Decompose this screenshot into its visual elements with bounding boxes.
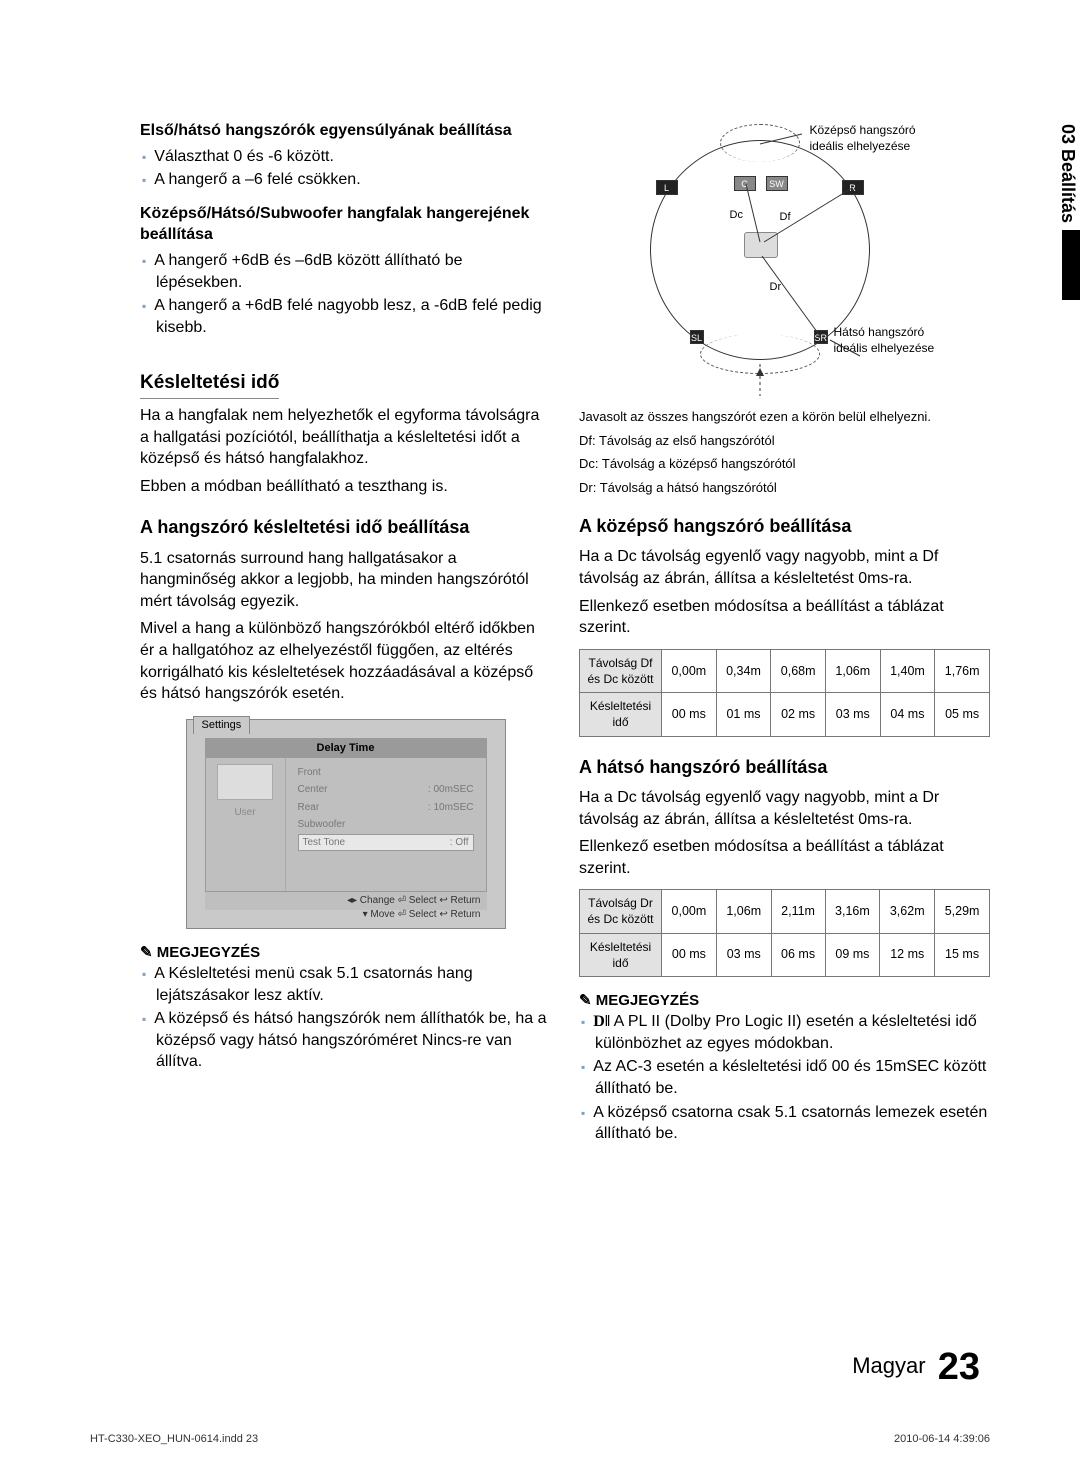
note-heading: MEGJEGYZÉS	[140, 943, 551, 963]
ui-thumbnail	[217, 764, 273, 800]
speaker-diagram: L R C SW SL SR Dc Df Dr Középső hangszór…	[620, 120, 950, 400]
note-heading: MEGJEGYZÉS	[579, 991, 990, 1011]
list-item: A Késleltetési menü csak 5.1 csatornás h…	[156, 963, 551, 1006]
row-head: Távolság Dr és Dc között	[580, 890, 662, 933]
diagram-df-note: Df: Távolság az első hangszórótól	[579, 432, 990, 450]
list-item: A hangerő a +6dB felé nagyobb lesz, a -6…	[156, 295, 551, 338]
para: Ellenkező esetben módosítsa a beállítást…	[579, 596, 990, 639]
ui-panel: Front Center: 00mSEC Rear: 10mSEC Subwoo…	[286, 758, 486, 894]
left-column: Első/hátsó hangszórók egyensúlyának beál…	[140, 120, 551, 1157]
list-front-rear: Választhat 0 és -6 között. A hangerő a –…	[140, 146, 551, 191]
ui-user-label: User	[206, 806, 285, 820]
thumb-index	[1062, 230, 1080, 300]
list-item: Az AC-3 esetén a késleltetési idő 00 és …	[595, 1056, 990, 1099]
right-column: L R C SW SL SR Dc Df Dr Középső hangszór…	[579, 120, 990, 1157]
note-list-1: A Késleltetési menü csak 5.1 csatornás h…	[140, 963, 551, 1073]
heading-csw: Középső/Hátsó/Subwoofer hangfalak hanger…	[140, 203, 551, 246]
diagram-dc-note: Dc: Távolság a középső hangszórótól	[579, 455, 990, 473]
row-head: Késleltetési idő	[580, 693, 662, 736]
list-item: D‖ A PL II (Dolby Pro Logic II) esetén a…	[595, 1011, 990, 1054]
ui-footer-2: ▾ Move ⏎ Select ↩ Return	[205, 906, 487, 924]
para: Ha a Dc távolság egyenlő vagy nagyobb, m…	[579, 546, 990, 589]
print-file: HT-C330-XEO_HUN-0614.indd 23	[90, 1433, 258, 1445]
heading-delay: Késleltetési idő	[140, 370, 279, 399]
heading-rear: A hátsó hangszóró beállítása	[579, 755, 990, 779]
print-timestamp: 2010-06-14 4:39:06	[894, 1433, 990, 1445]
footer-page: 23	[938, 1346, 980, 1388]
para: Mivel a hang a különböző hangszórókból e…	[140, 618, 551, 704]
page: 03 Beállítás Első/hátsó hangszórók egyen…	[0, 0, 1080, 1479]
section-tab: 03 Beállítás	[1055, 120, 1080, 227]
list-item: A középső csatorna csak 5.1 csatornás le…	[595, 1102, 990, 1145]
content-columns: Első/hátsó hangszórók egyensúlyának beál…	[140, 120, 990, 1157]
heading-speaker-delay: A hangszóró késleltetési idő beállítása	[140, 515, 551, 539]
heading-center: A középső hangszóró beállítása	[579, 514, 990, 538]
para: Ha a hangfalak nem helyezhetők el egyfor…	[140, 405, 551, 470]
diagram-main-note: Javasolt az összes hangszórót ezen a kör…	[579, 408, 990, 426]
para: Ebben a módban beállítható a teszthang i…	[140, 476, 551, 498]
diagram-dr-note: Dr: Távolság a hátsó hangszórótól	[579, 479, 990, 497]
center-delay-table: Távolság Df és Dc között 0,00m 0,34m 0,6…	[579, 649, 990, 737]
list-item: Választhat 0 és -6 között.	[156, 146, 551, 168]
rear-delay-table: Távolság Dr és Dc között 0,00m 1,06m 2,1…	[579, 889, 990, 977]
list-item: A hangerő +6dB és –6dB között állítható …	[156, 250, 551, 293]
para: 5.1 csatornás surround hang hallgatásako…	[140, 548, 551, 613]
ui-window: Delay Time User Front Center: 00mSEC Rea…	[205, 738, 487, 894]
row-head: Késleltetési idő	[580, 933, 662, 976]
settings-screenshot: Settings Delay Time User Front Center: 0…	[186, 719, 506, 929]
ui-tab: Settings	[193, 716, 251, 734]
ui-title: Delay Time	[206, 739, 486, 758]
ui-sidebar: User	[206, 758, 286, 894]
footer-lang: Magyar	[852, 1353, 925, 1378]
diagram-lines	[620, 120, 950, 400]
note-list-2: D‖ A PL II (Dolby Pro Logic II) esetén a…	[579, 1011, 990, 1145]
list-csw: A hangerő +6dB és –6dB között állítható …	[140, 250, 551, 338]
pl2-icon: D‖	[593, 1013, 610, 1030]
row-head: Távolság Df és Dc között	[580, 649, 662, 692]
list-item: A hangerő a –6 felé csökken.	[156, 169, 551, 191]
heading-front-rear: Első/hátsó hangszórók egyensúlyának beál…	[140, 120, 551, 142]
print-info: HT-C330-XEO_HUN-0614.indd 23 2010-06-14 …	[90, 1433, 990, 1445]
page-footer: Magyar 23	[852, 1346, 980, 1389]
para: Ha a Dc távolság egyenlő vagy nagyobb, m…	[579, 787, 990, 830]
para: Ellenkező esetben módosítsa a beállítást…	[579, 836, 990, 879]
list-item: A középső és hátsó hangszórók nem állíth…	[156, 1008, 551, 1073]
